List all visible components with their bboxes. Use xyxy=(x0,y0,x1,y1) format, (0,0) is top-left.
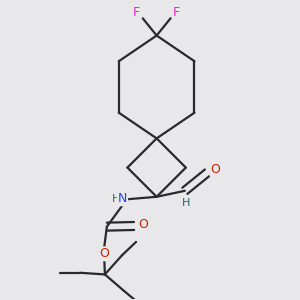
Text: F: F xyxy=(133,7,140,20)
Text: N: N xyxy=(118,192,127,205)
Text: H: H xyxy=(182,198,191,208)
Text: F: F xyxy=(173,7,180,20)
Text: O: O xyxy=(138,218,148,232)
Text: O: O xyxy=(99,248,109,260)
Text: H: H xyxy=(112,194,121,204)
Text: O: O xyxy=(210,163,220,176)
